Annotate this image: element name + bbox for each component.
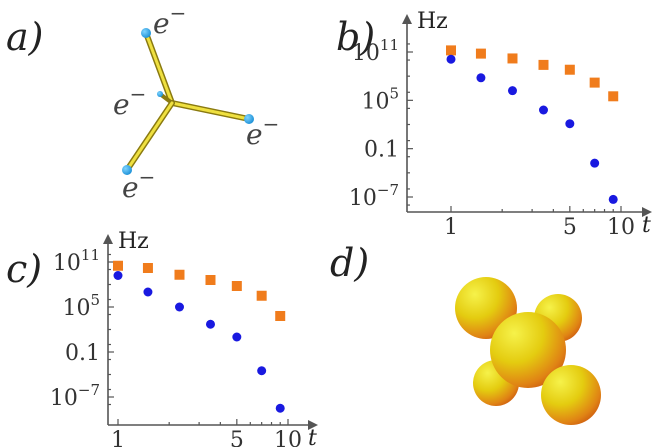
chart-b-y-tick-label: 10−7 xyxy=(349,181,399,211)
chart-b-x-tick-label: 1 xyxy=(444,215,458,240)
sphere-cluster xyxy=(455,277,601,425)
chart-b-x-axis-arrow xyxy=(642,207,652,217)
bond-bottom xyxy=(124,100,175,173)
panel-label-c: c) xyxy=(6,247,42,291)
bond-right xyxy=(169,100,252,122)
chart-c-square-point xyxy=(231,281,242,291)
chart-b-y-axis-arrow xyxy=(402,14,412,24)
chart-c: 1011 105 0.1 10−7 1 5 10 Hz t xyxy=(50,229,318,447)
chart-b-circle-point xyxy=(507,86,517,96)
chart-b-square-point xyxy=(564,64,575,75)
panel-label-a: a) xyxy=(6,15,43,59)
chart-b-circle-point xyxy=(590,158,600,168)
chart-b-square-point xyxy=(589,77,600,88)
bond-top xyxy=(143,30,175,106)
chart-b-y-tick-label: 0.1 xyxy=(364,138,399,163)
chart-b-circle-point xyxy=(565,119,575,129)
chart-c-x-axis-label: t xyxy=(308,426,317,447)
chart-c-square-point xyxy=(113,260,123,271)
chart-b-square-point xyxy=(538,59,549,70)
chart-b: 1011 105 0.1 10−7 1 5 10 Hz t xyxy=(349,9,652,240)
panel-label-d: d) xyxy=(330,241,369,285)
chart-b-square-point xyxy=(507,53,518,64)
chart-c-x-tick-label: 5 xyxy=(230,428,244,447)
sphere-center xyxy=(490,312,566,388)
chart-c-square-point xyxy=(205,275,216,285)
chart-b-square-point xyxy=(446,45,456,56)
chart-c-circle-point xyxy=(143,287,153,297)
chart-b-circle-point xyxy=(476,73,486,83)
electron-label-right: e− xyxy=(246,112,279,151)
chart-c-circle-point xyxy=(113,271,123,280)
chart-b-square-point xyxy=(608,91,619,102)
chart-b-x-tick-label: 10 xyxy=(607,215,635,240)
chart-c-square-point xyxy=(275,311,286,321)
chart-c-y-tick-label: 105 xyxy=(62,291,100,321)
electron-label-bottom: e− xyxy=(122,165,155,204)
chart-c-circle-point xyxy=(257,366,267,376)
chart-c-circle-point xyxy=(275,403,285,413)
chart-b-square-point xyxy=(475,48,486,59)
electron-right xyxy=(244,114,254,124)
electron-label-left: e− xyxy=(113,82,146,121)
chart-b-circle-point xyxy=(538,105,548,115)
chart-c-y-tick-label: 1011 xyxy=(53,246,100,276)
chart-c-x-tick-label: 1 xyxy=(111,428,125,447)
chart-b-circle-point xyxy=(446,54,456,64)
chart-b-y-tick-label: 1011 xyxy=(352,36,399,66)
chart-c-y-axis-label: Hz xyxy=(118,229,149,254)
chart-b-x-axis-label: t xyxy=(642,213,651,238)
chart-b-circle-point xyxy=(608,194,618,204)
panel-label-b: b) xyxy=(336,15,375,59)
electron-left xyxy=(157,91,163,97)
electron-top xyxy=(141,28,151,38)
chart-b-x-tick-label: 5 xyxy=(563,215,577,240)
chart-c-circle-point xyxy=(174,302,184,312)
molecule-diagram: e− e− e− e− xyxy=(113,1,279,204)
chart-c-circle-point xyxy=(205,319,215,329)
sphere-bottom-right xyxy=(541,365,601,425)
chart-c-square-point xyxy=(256,290,267,301)
chart-b-y-tick-label: 105 xyxy=(361,84,399,114)
chart-c-x-tick-label: 10 xyxy=(274,428,302,447)
chart-c-y-tick-label: 10−7 xyxy=(50,381,100,411)
chart-c-square-point xyxy=(174,269,185,280)
electron-bottom xyxy=(122,165,132,175)
chart-c-y-axis-arrow xyxy=(103,234,113,244)
chart-c-y-tick-label: 0.1 xyxy=(65,341,100,366)
chart-c-circle-point xyxy=(232,332,242,342)
chart-b-y-axis-label: Hz xyxy=(417,9,448,34)
chart-c-square-point xyxy=(142,263,153,273)
electron-label-top: e− xyxy=(153,1,186,40)
chart-c-x-axis-arrow xyxy=(308,420,318,430)
